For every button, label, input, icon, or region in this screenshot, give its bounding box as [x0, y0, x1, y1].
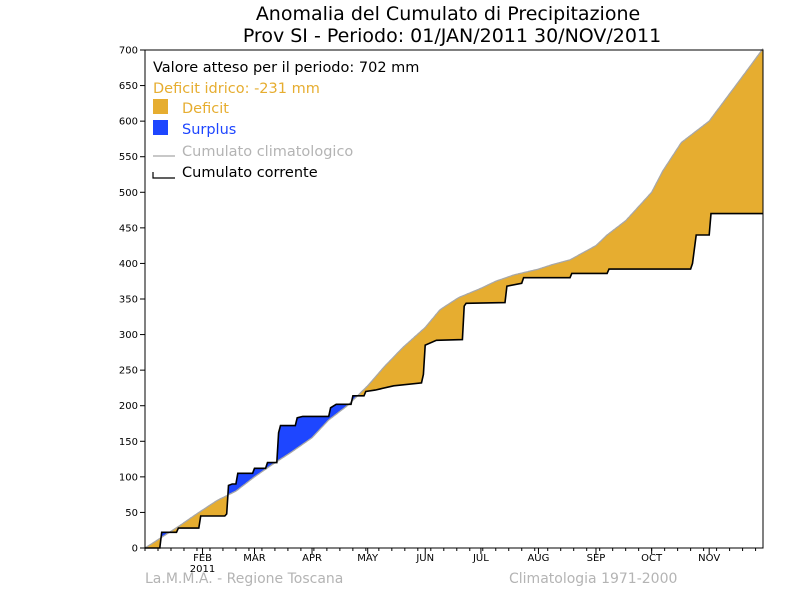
- series-line-current: [145, 212, 763, 549]
- deficit-idrico-text: Deficit idrico: -231 mm: [153, 81, 320, 97]
- chart-subtitle: Prov SI - Periodo: 01/JAN/2011 30/NOV/20…: [243, 25, 661, 47]
- climatological-label: Cumulato climatologico: [182, 144, 353, 160]
- y-tick-label: 550: [119, 152, 138, 163]
- deficit-label: Deficit: [182, 101, 229, 117]
- y-tick-label: 650: [119, 81, 138, 92]
- x-tick-year-label: 2011: [190, 564, 215, 575]
- x-tick-label: NOV: [698, 553, 720, 564]
- y-tick-label: 300: [119, 330, 138, 341]
- current-label: Cumulato corrente: [182, 165, 318, 181]
- expected-value-text: Valore atteso per il periodo: 702 mm: [153, 60, 419, 76]
- footer-source: La.M.M.A. - Regione Toscana: [145, 571, 343, 587]
- x-tick-label: AUG: [527, 553, 549, 564]
- surplus-label: Surplus: [182, 122, 236, 138]
- x-tick-label: JUN: [415, 553, 434, 564]
- surplus-area: [276, 404, 348, 463]
- x-tick-label: APR: [302, 553, 322, 564]
- surplus-swatch: [153, 120, 168, 135]
- x-tick-label: MAY: [357, 553, 379, 564]
- y-tick-label: 700: [119, 46, 138, 57]
- x-tick-label: SEP: [587, 553, 606, 564]
- current-legend-line: [152, 172, 175, 179]
- series-line-climatological: [144, 48, 764, 549]
- x-tick-label: FEB: [193, 553, 212, 564]
- footer-climatology: Climatologia 1971-2000: [509, 571, 677, 587]
- y-tick-label: 400: [119, 259, 138, 270]
- surplus-area: [160, 532, 170, 541]
- deficit-swatch: [153, 99, 168, 114]
- y-tick-label: 50: [125, 508, 138, 519]
- y-tick-label: 500: [119, 188, 138, 199]
- chart-title: Anomalia del Cumulato di Precipitazione: [256, 3, 640, 25]
- y-tick-label: 350: [119, 295, 138, 306]
- x-tick-label: MAR: [243, 553, 265, 564]
- deficit-area: [357, 48, 763, 397]
- y-tick-label: 450: [119, 223, 138, 234]
- axes: 0 50 100 150 200 250 300 350 400 450 500 550 600 650 7…: [119, 46, 757, 575]
- y-tick-label: 150: [119, 437, 138, 448]
- y-tick-label: 0: [132, 544, 138, 555]
- y-tick-label: 200: [119, 401, 138, 412]
- y-tick-label: 250: [119, 366, 138, 377]
- series-lines: [144, 48, 764, 549]
- y-tick-label: 600: [119, 117, 138, 128]
- x-tick-label: OCT: [641, 553, 663, 564]
- legend: Valore atteso per il periodo: 702 mm Def…: [152, 60, 419, 181]
- y-tick-label: 100: [119, 472, 138, 483]
- plot-frame: [144, 49, 764, 549]
- x-tick-label: JUL: [472, 553, 489, 564]
